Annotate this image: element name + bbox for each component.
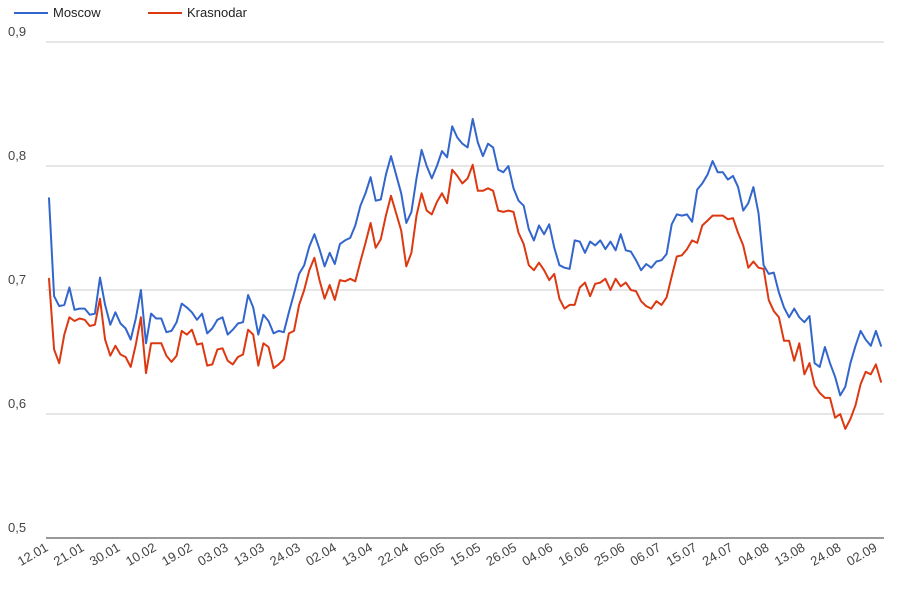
- legend-item-krasnodar[interactable]: Krasnodar: [148, 5, 248, 20]
- series-line-moscow: [48, 117, 882, 397]
- x-tick-label: 05.05: [411, 540, 447, 569]
- y-axis: 0,5 0,6 0,7 0,8 0,9: [8, 24, 26, 535]
- y-tick-label: 0,8: [8, 148, 26, 163]
- plot-area: [48, 117, 882, 430]
- x-tick-label: 22.04: [375, 540, 411, 569]
- x-tick-label: 03.03: [195, 540, 231, 569]
- y-tick-label: 0,6: [8, 396, 26, 411]
- x-tick-label: 12.01: [15, 540, 51, 569]
- x-tick-label: 04.08: [736, 540, 772, 569]
- x-tick-label: 30.01: [87, 540, 123, 569]
- x-tick-label: 19.02: [159, 540, 195, 569]
- x-tick-label: 04.06: [519, 540, 555, 569]
- x-tick-label: 25.06: [592, 540, 628, 569]
- gridlines: [46, 41, 884, 539]
- x-tick-label: 24.03: [267, 540, 303, 569]
- series-line-krasnodar: [48, 163, 882, 430]
- x-tick-label: 16.06: [555, 540, 591, 569]
- x-tick-label: 21.01: [51, 540, 87, 569]
- x-tick-label: 24.08: [808, 540, 844, 569]
- x-axis: 12.01 21.01 30.01 10.02 19.02 03.03 13.03 24.03…: [15, 540, 880, 569]
- legend-label-moscow: Moscow: [53, 5, 101, 20]
- x-tick-label: 02.09: [844, 540, 880, 569]
- x-tick-label: 13.04: [339, 540, 375, 569]
- y-tick-label: 0,9: [8, 24, 26, 39]
- legend-label-krasnodar: Krasnodar: [187, 5, 248, 20]
- x-tick-label: 15.07: [664, 540, 700, 569]
- x-tick-label: 13.03: [231, 540, 267, 569]
- x-tick-label: 24.07: [700, 540, 736, 569]
- x-tick-label: 10.02: [123, 540, 159, 569]
- legend-item-moscow[interactable]: Moscow: [14, 5, 101, 20]
- y-tick-label: 0,7: [8, 272, 26, 287]
- x-tick-label: 06.07: [628, 540, 664, 569]
- x-tick-label: 13.08: [772, 540, 808, 569]
- x-tick-label: 26.05: [483, 540, 519, 569]
- x-tick-label: 02.04: [303, 540, 339, 569]
- x-tick-label: 15.05: [447, 540, 483, 569]
- y-tick-label: 0,5: [8, 520, 26, 535]
- legend: Moscow Krasnodar: [14, 5, 248, 20]
